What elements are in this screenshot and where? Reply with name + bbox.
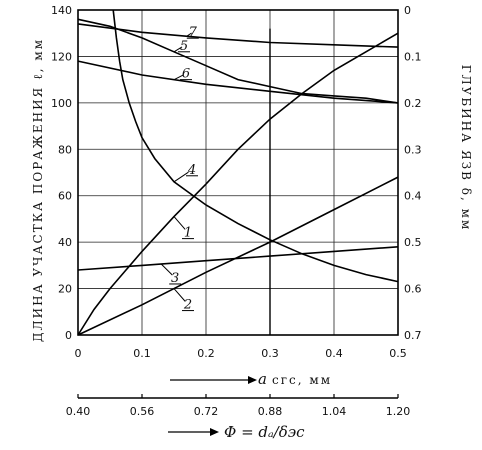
secondary-axis-tick-label: 0.56 <box>130 405 155 418</box>
x-tick-label: 0.4 <box>325 347 343 360</box>
secondary-axis-tick-label: 0.40 <box>66 405 91 418</box>
y-left-tick-label: 140 <box>51 4 72 17</box>
series-leader-2 <box>173 288 186 302</box>
plot-frame-rect <box>77 9 399 336</box>
y-right-axis-label: ГЛУБИНА ЯЗВ δ, мм <box>459 65 473 232</box>
x-axis-label-suffix: cгс, мм <box>272 373 332 387</box>
y-right-tick-label: 0.6 <box>404 283 422 296</box>
y-right-tick-label: 0.4 <box>404 190 422 203</box>
y-right-tick-label: 0.1 <box>404 50 422 63</box>
series-line-1 <box>77 32 399 336</box>
x-tick-label: 0.2 <box>197 347 215 360</box>
x-axis-symbol: a <box>258 370 267 388</box>
curves <box>77 9 399 336</box>
series-line-6 <box>77 60 399 104</box>
y-right-tick-label: 0.3 <box>404 143 422 156</box>
series-leader-4 <box>173 171 189 183</box>
grid <box>78 10 398 335</box>
secondary-axis-ticks: 0.40 0.56 0.72 0.88 1.04 1.20 <box>66 394 411 418</box>
series-leader-5 <box>173 46 183 53</box>
series-label-1: 1 <box>184 226 192 241</box>
y-left-tick-label: 80 <box>58 143 72 156</box>
y-left-tick-label: 20 <box>58 283 72 296</box>
y-left-tick-label: 60 <box>58 190 72 203</box>
series-leader-3 <box>160 263 173 276</box>
series-leader-6 <box>173 74 184 81</box>
x-tick-label: 0.3 <box>261 347 279 360</box>
series-label-2: 2 <box>183 298 192 313</box>
series-label-4: 4 <box>187 163 196 178</box>
secondary-axis-arrowhead <box>210 428 219 436</box>
y-right-tick-label: 0.7 <box>404 329 422 342</box>
series-leader-1 <box>173 216 186 230</box>
series-label-3: 3 <box>171 271 179 286</box>
series-line-3 <box>77 246 399 271</box>
y-left-tick-label: 40 <box>58 236 72 249</box>
series-line-7 <box>77 23 399 48</box>
series-label-5: 5 <box>180 39 188 54</box>
series-label-7: 7 <box>189 25 198 40</box>
series-leader-7 <box>186 32 192 37</box>
x-axis-title: a cгс, мм <box>170 370 332 388</box>
secondary-axis: 0.40 0.56 0.72 0.88 1.04 1.20 Φ = dₐ/δэс <box>66 394 411 441</box>
x-tick-label: 0 <box>75 347 82 360</box>
secondary-axis-tick-label: 1.04 <box>322 405 347 418</box>
y-right-tick-label: 0 <box>404 4 411 17</box>
x-tick-label: 0.1 <box>133 347 151 360</box>
y-right-tick-label: 0.5 <box>404 236 422 249</box>
secondary-axis-tick-label: 0.72 <box>194 405 219 418</box>
series-line-4 <box>112 9 399 283</box>
series-line-2 <box>77 176 399 336</box>
secondary-axis-label: Φ = dₐ/δэс <box>224 423 305 441</box>
x-axis-arrowhead <box>248 376 257 384</box>
secondary-axis-tick-label: 1.20 <box>386 405 411 418</box>
series-label-6: 6 <box>182 67 190 82</box>
series-line-5 <box>77 18 399 104</box>
secondary-axis-tick-label: 0.88 <box>258 405 283 418</box>
y-left-tick-label: 120 <box>51 50 72 63</box>
x-tick-label: 0.5 <box>389 347 407 360</box>
y-left-tick-label: 100 <box>51 97 72 110</box>
y-left-tick-label: 0 <box>65 329 72 342</box>
plot-frame <box>77 9 399 336</box>
y-left-axis-label: ДЛИНА УЧАСТКА ПОРАЖЕНИЯ ℓ, мм <box>31 38 45 342</box>
y-right-tick-label: 0.2 <box>404 97 422 110</box>
